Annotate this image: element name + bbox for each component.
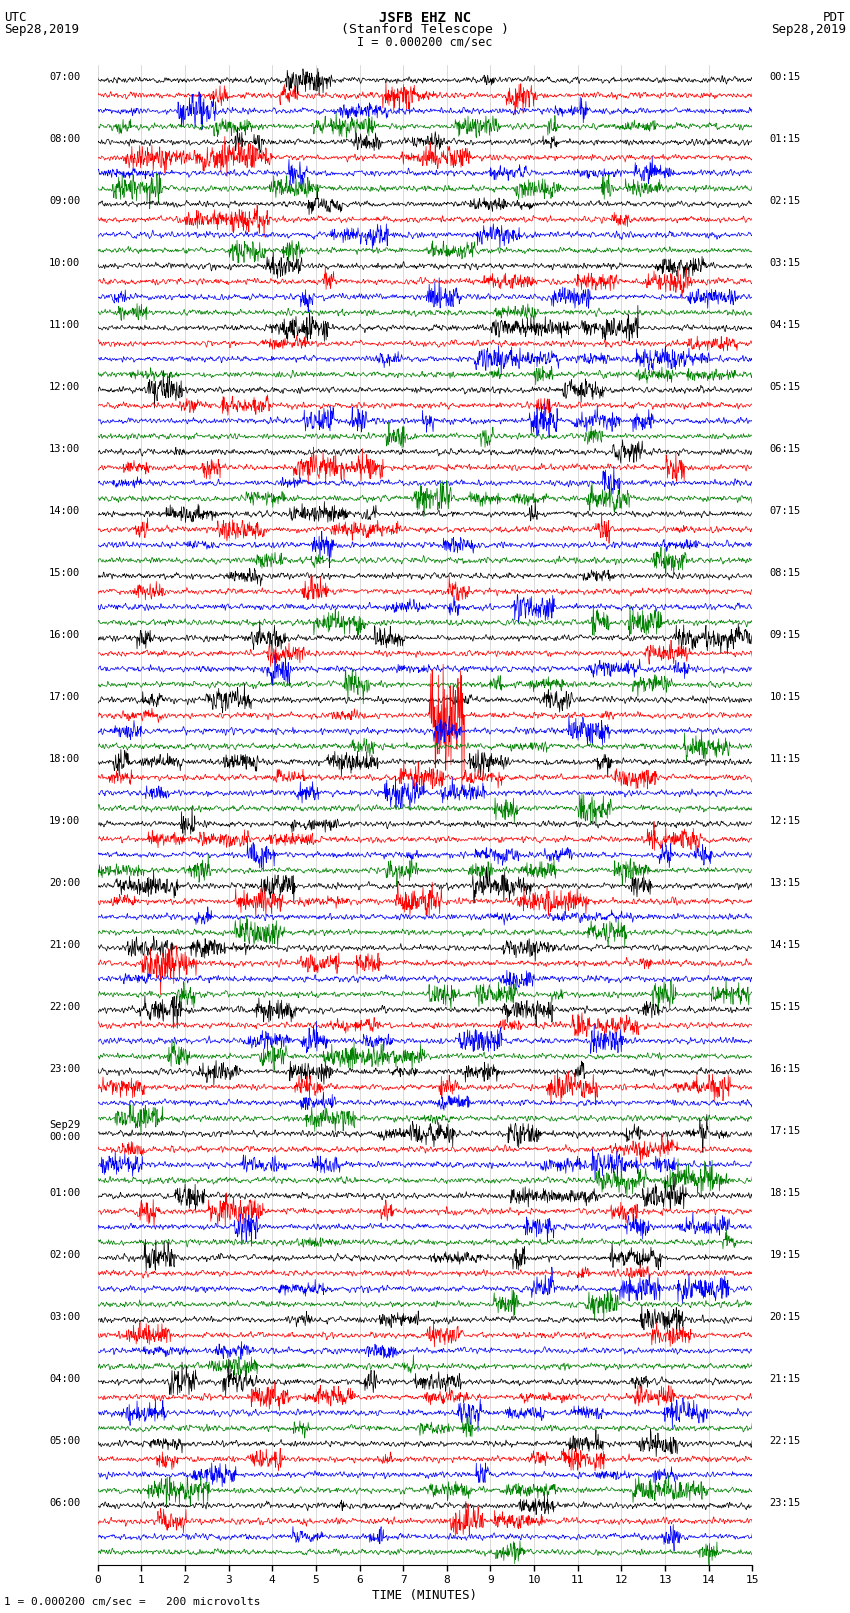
Text: 13:00: 13:00 [49, 444, 80, 455]
Text: 04:00: 04:00 [49, 1374, 80, 1384]
Text: Sep28,2019: Sep28,2019 [4, 23, 79, 35]
Text: 19:00: 19:00 [49, 816, 80, 826]
Text: 19:15: 19:15 [770, 1250, 801, 1260]
Text: 15:15: 15:15 [770, 1002, 801, 1011]
Text: 15:00: 15:00 [49, 568, 80, 577]
Text: 16:00: 16:00 [49, 631, 80, 640]
Text: 10:00: 10:00 [49, 258, 80, 268]
Text: 11:15: 11:15 [770, 755, 801, 765]
Text: I = 0.000200 cm/sec: I = 0.000200 cm/sec [357, 35, 493, 48]
Text: 17:15: 17:15 [770, 1126, 801, 1136]
Text: 22:00: 22:00 [49, 1002, 80, 1011]
Text: 00:15: 00:15 [770, 73, 801, 82]
Text: 03:15: 03:15 [770, 258, 801, 268]
Text: 18:15: 18:15 [770, 1189, 801, 1198]
Text: 14:15: 14:15 [770, 940, 801, 950]
Text: (Stanford Telescope ): (Stanford Telescope ) [341, 23, 509, 35]
Text: 12:15: 12:15 [770, 816, 801, 826]
Text: 18:00: 18:00 [49, 755, 80, 765]
Text: 22:15: 22:15 [770, 1436, 801, 1445]
Text: 07:00: 07:00 [49, 73, 80, 82]
Text: 05:15: 05:15 [770, 382, 801, 392]
Text: 02:00: 02:00 [49, 1250, 80, 1260]
Text: 13:15: 13:15 [770, 877, 801, 889]
Text: 07:15: 07:15 [770, 506, 801, 516]
Text: 21:15: 21:15 [770, 1374, 801, 1384]
Text: 05:00: 05:00 [49, 1436, 80, 1445]
Text: 20:15: 20:15 [770, 1311, 801, 1323]
Text: 03:00: 03:00 [49, 1311, 80, 1323]
Text: PDT: PDT [824, 11, 846, 24]
Text: 08:00: 08:00 [49, 134, 80, 144]
Text: 01:00: 01:00 [49, 1189, 80, 1198]
Text: 06:00: 06:00 [49, 1498, 80, 1508]
Text: 09:15: 09:15 [770, 631, 801, 640]
Text: 12:00: 12:00 [49, 382, 80, 392]
Text: 11:00: 11:00 [49, 321, 80, 331]
Text: 23:15: 23:15 [770, 1498, 801, 1508]
Text: 09:00: 09:00 [49, 197, 80, 206]
Text: 17:00: 17:00 [49, 692, 80, 702]
Text: 06:15: 06:15 [770, 444, 801, 455]
Text: UTC: UTC [4, 11, 26, 24]
X-axis label: TIME (MINUTES): TIME (MINUTES) [372, 1589, 478, 1602]
Text: Sep29
00:00: Sep29 00:00 [49, 1121, 80, 1142]
Text: 08:15: 08:15 [770, 568, 801, 577]
Text: 1 = 0.000200 cm/sec =   200 microvolts: 1 = 0.000200 cm/sec = 200 microvolts [4, 1597, 261, 1607]
Text: 14:00: 14:00 [49, 506, 80, 516]
Text: 21:00: 21:00 [49, 940, 80, 950]
Text: JSFB EHZ NC: JSFB EHZ NC [379, 11, 471, 26]
Text: 20:00: 20:00 [49, 877, 80, 889]
Text: 23:00: 23:00 [49, 1065, 80, 1074]
Text: 04:15: 04:15 [770, 321, 801, 331]
Text: 10:15: 10:15 [770, 692, 801, 702]
Text: Sep28,2019: Sep28,2019 [771, 23, 846, 35]
Text: 16:15: 16:15 [770, 1065, 801, 1074]
Text: 02:15: 02:15 [770, 197, 801, 206]
Text: 01:15: 01:15 [770, 134, 801, 144]
